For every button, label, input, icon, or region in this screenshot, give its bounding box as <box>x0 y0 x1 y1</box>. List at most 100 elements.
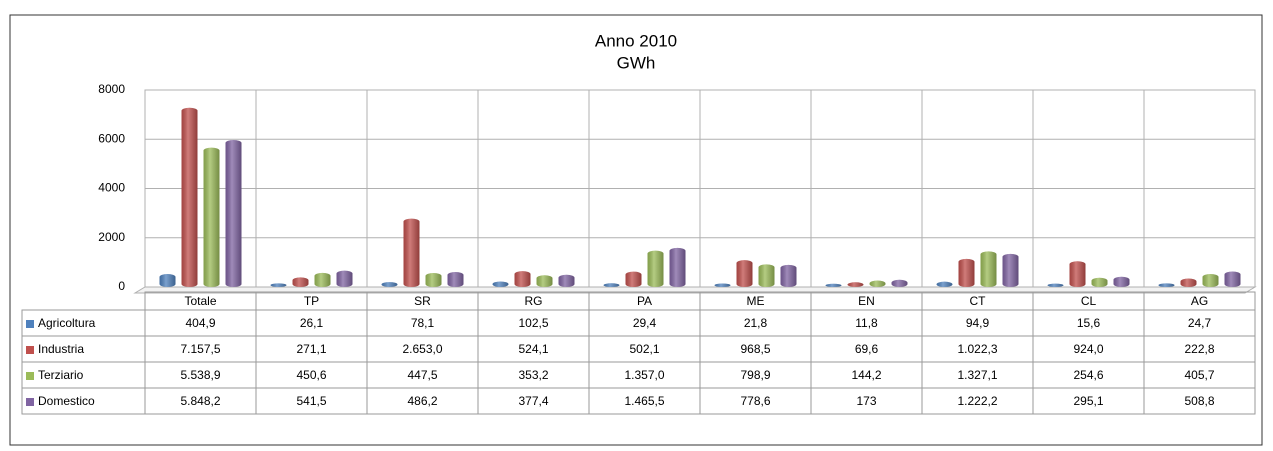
legend-label: Terziario <box>38 368 84 382</box>
x-tick-label: PA <box>637 294 652 308</box>
y-tick-label: 4000 <box>98 181 125 195</box>
bar-shade <box>1113 276 1130 287</box>
bar-shade <box>780 264 797 287</box>
data-label: 524,1 <box>518 342 548 356</box>
bar-shade <box>1069 261 1086 287</box>
bar-shade <box>736 260 753 287</box>
bar-shade <box>514 271 531 287</box>
bar-shade <box>936 281 953 287</box>
x-tick-label: AG <box>1191 294 1208 308</box>
bar-shade <box>181 107 198 288</box>
legend-key <box>26 346 34 354</box>
data-label: 5.848,2 <box>180 394 220 408</box>
data-label: 778,6 <box>740 394 770 408</box>
data-label: 21,8 <box>744 316 768 330</box>
legend-label: Domestico <box>38 394 95 408</box>
bar-shade <box>980 251 997 287</box>
x-tick-label: CT <box>970 294 987 308</box>
data-label: 5.538,9 <box>180 368 220 382</box>
bar-shade <box>714 283 731 287</box>
bar-shade <box>891 279 908 287</box>
data-label: 404,9 <box>185 316 215 330</box>
data-label: 486,2 <box>407 394 437 408</box>
data-label: 377,4 <box>518 394 548 408</box>
bar-shade <box>869 280 886 287</box>
data-label: 541,5 <box>296 394 326 408</box>
bar-shade <box>1047 283 1064 287</box>
bar-shade <box>381 282 398 287</box>
x-tick-label: TP <box>304 294 319 308</box>
chart-title: Anno 2010 <box>595 31 677 50</box>
x-tick-label: ME <box>747 294 765 308</box>
y-tick-label: 8000 <box>98 82 125 96</box>
bar-shade <box>847 282 864 287</box>
bar-shade <box>492 281 509 287</box>
data-label: 508,8 <box>1184 394 1214 408</box>
data-label: 78,1 <box>411 316 435 330</box>
chart-frame <box>9 14 1263 446</box>
data-label: 353,2 <box>518 368 548 382</box>
data-label: 26,1 <box>300 316 324 330</box>
bar-shade <box>758 264 775 287</box>
data-label: 254,6 <box>1073 368 1103 382</box>
data-label: 450,6 <box>296 368 326 382</box>
bar-shade <box>647 250 664 287</box>
x-tick-label: RG <box>525 294 543 308</box>
data-label: 222,8 <box>1184 342 1214 356</box>
chart-subtitle: GWh <box>617 53 656 72</box>
y-tick-label: 2000 <box>98 230 125 244</box>
legend-key <box>26 372 34 380</box>
data-label: 94,9 <box>966 316 990 330</box>
data-label: 405,7 <box>1184 368 1214 382</box>
data-label: 502,1 <box>629 342 659 356</box>
x-tick-label: SR <box>414 294 431 308</box>
bar-shade <box>203 147 220 287</box>
data-label: 924,0 <box>1073 342 1103 356</box>
bar-shade <box>1002 253 1019 287</box>
x-tick-label: CL <box>1081 294 1097 308</box>
bar-shade <box>1180 278 1197 287</box>
bar-shade <box>625 271 642 287</box>
legend-key <box>26 398 34 406</box>
data-label: 29,4 <box>633 316 657 330</box>
data-label: 798,9 <box>740 368 770 382</box>
data-label: 447,5 <box>407 368 437 382</box>
y-tick-label: 6000 <box>98 131 125 145</box>
bar-shade <box>159 274 176 287</box>
data-label: 102,5 <box>518 316 548 330</box>
data-label: 24,7 <box>1188 316 1212 330</box>
data-label: 11,8 <box>855 316 878 330</box>
legend-key <box>26 320 34 328</box>
data-label: 1.465,5 <box>624 394 664 408</box>
bar-shade <box>447 272 464 287</box>
bar-shade <box>1158 283 1175 287</box>
legend-label: Agricoltura <box>38 316 96 330</box>
data-label: 1.327,1 <box>957 368 997 382</box>
data-label: 1.357,0 <box>624 368 664 382</box>
data-label: 144,2 <box>851 368 881 382</box>
data-label: 295,1 <box>1073 394 1103 408</box>
data-label: 69,6 <box>855 342 879 356</box>
data-label: 1.222,2 <box>957 394 997 408</box>
bar-shade <box>425 272 442 287</box>
y-tick-label: 0 <box>118 279 125 293</box>
data-label: 7.157,5 <box>180 342 220 356</box>
x-tick-label: EN <box>858 294 875 308</box>
data-label: 271,1 <box>296 342 326 356</box>
bar-shade <box>536 275 553 287</box>
bar-shade <box>603 283 620 287</box>
bar-shade <box>225 139 242 287</box>
x-tick-label: Totale <box>184 294 216 308</box>
data-label: 15,6 <box>1077 316 1101 330</box>
bar-shade <box>336 270 353 287</box>
bar-shade <box>314 272 331 287</box>
legend-label: Industria <box>38 342 84 356</box>
bar-shade <box>558 274 575 287</box>
data-label: 1.022,3 <box>957 342 997 356</box>
data-label: 173 <box>856 394 876 408</box>
bar-shade <box>958 258 975 287</box>
bar-shade <box>292 277 309 287</box>
bar-shade <box>1091 277 1108 287</box>
bar-shade <box>1224 271 1241 287</box>
